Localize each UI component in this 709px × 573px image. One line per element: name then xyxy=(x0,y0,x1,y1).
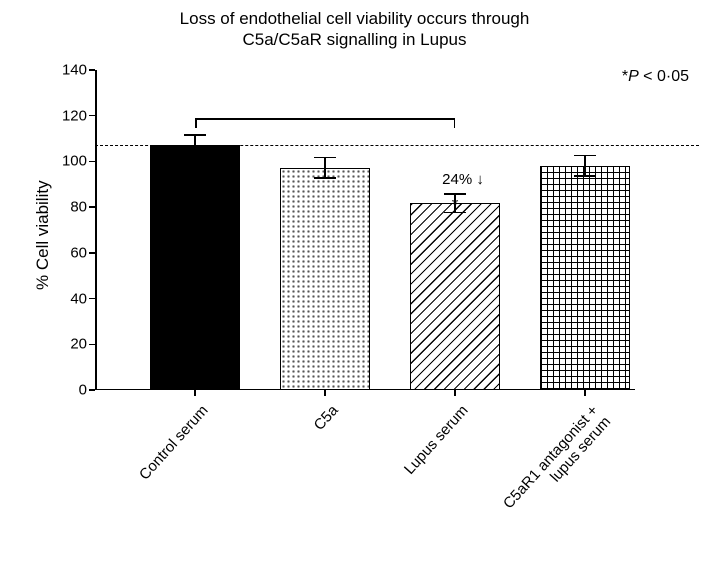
y-tick xyxy=(89,115,95,117)
chart-title: Loss of endothelial cell viability occur… xyxy=(0,8,709,51)
significance-mark: * xyxy=(445,195,465,215)
bar xyxy=(410,203,500,390)
x-tick xyxy=(584,390,586,396)
plot-area: 020406080100120140Control serumC5aLupus … xyxy=(95,70,635,390)
title-line-1: Loss of endothelial cell viability occur… xyxy=(180,9,530,28)
y-tick xyxy=(89,252,95,254)
y-tick xyxy=(89,344,95,346)
title-line-2: C5a/C5aR signalling in Lupus xyxy=(243,30,467,49)
y-tick-label: 140 xyxy=(47,62,87,79)
y-tick-label: 0 xyxy=(47,382,87,399)
bar-annotation: 24% ↓ xyxy=(423,171,503,188)
bar xyxy=(540,166,630,390)
error-bar xyxy=(194,134,196,155)
x-tick-label: C5a xyxy=(195,402,341,562)
significance-bracket-left xyxy=(195,118,197,128)
y-axis xyxy=(95,70,97,390)
chart-container: Loss of endothelial cell viability occur… xyxy=(0,0,709,551)
error-cap-lower xyxy=(184,155,206,157)
y-tick xyxy=(89,161,95,163)
y-tick-label: 40 xyxy=(47,290,87,307)
y-tick xyxy=(89,298,95,300)
x-tick-label: Control serum xyxy=(65,402,211,562)
y-axis-label: % Cell viability xyxy=(33,180,53,290)
bar xyxy=(280,168,370,390)
x-tick xyxy=(194,390,196,396)
error-bar xyxy=(324,157,326,178)
y-tick-label: 60 xyxy=(47,244,87,261)
x-tick xyxy=(324,390,326,396)
y-tick-label: 120 xyxy=(47,107,87,124)
sig-rest: < 0·05 xyxy=(639,68,689,85)
bar xyxy=(150,145,240,390)
y-tick-label: 20 xyxy=(47,336,87,353)
x-tick-label: C5aR1 antagonist +lupus serum xyxy=(455,402,614,573)
error-cap-upper xyxy=(574,155,596,157)
error-cap-upper xyxy=(314,157,336,159)
error-cap-lower xyxy=(314,177,336,179)
error-bar xyxy=(584,155,586,176)
significance-bracket xyxy=(195,118,455,120)
x-tick xyxy=(454,390,456,396)
y-tick-label: 100 xyxy=(47,153,87,170)
error-cap-lower xyxy=(574,175,596,177)
y-tick xyxy=(89,206,95,208)
significance-bracket-right xyxy=(454,118,456,128)
y-tick-label: 80 xyxy=(47,199,87,216)
y-tick xyxy=(89,389,95,391)
y-tick xyxy=(89,69,95,71)
x-tick-label: Lupus serum xyxy=(325,402,471,562)
error-cap-upper xyxy=(184,134,206,136)
